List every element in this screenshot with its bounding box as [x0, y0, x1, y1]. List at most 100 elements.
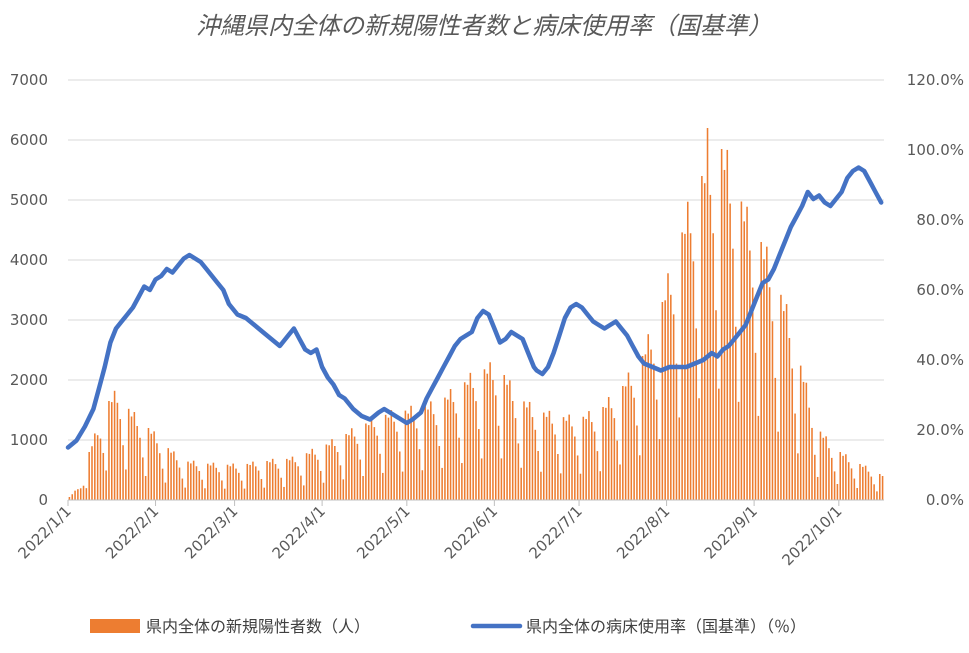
- bar: [463, 382, 466, 500]
- bar-series: [68, 128, 884, 501]
- bar: [774, 377, 777, 500]
- bar: [695, 328, 698, 500]
- bar: [319, 470, 322, 500]
- bar: [528, 401, 531, 500]
- bar: [825, 436, 827, 500]
- bar: [382, 472, 384, 500]
- bar: [311, 448, 314, 500]
- y-right-tick-label: 60.0%: [916, 281, 964, 299]
- bar: [232, 463, 234, 500]
- x-tick-label: 2022/6/1: [441, 502, 501, 562]
- bar: [729, 203, 731, 501]
- bar: [198, 470, 201, 500]
- bar: [413, 417, 415, 500]
- bar: [170, 452, 172, 500]
- bar: [249, 464, 251, 500]
- bar: [133, 412, 136, 500]
- bar: [71, 494, 74, 500]
- bar: [723, 169, 726, 500]
- x-tick-label: 2022/10/1: [779, 502, 846, 569]
- bar: [455, 413, 458, 500]
- bar: [218, 472, 220, 500]
- bar: [266, 461, 268, 500]
- bar: [565, 420, 568, 500]
- bar: [630, 385, 633, 500]
- bar: [523, 401, 525, 500]
- bar: [130, 416, 133, 500]
- bar: [201, 479, 203, 500]
- bar: [619, 464, 621, 500]
- bar: [816, 476, 819, 500]
- bar: [226, 464, 229, 500]
- bar: [607, 397, 610, 500]
- bar: [271, 458, 274, 500]
- bar: [692, 261, 695, 500]
- bar: [720, 149, 723, 500]
- bar: [175, 460, 178, 500]
- bar: [348, 435, 350, 500]
- bar: [588, 411, 590, 500]
- bar: [503, 375, 506, 500]
- bar: [96, 435, 99, 500]
- bar: [486, 373, 489, 500]
- bar: [557, 454, 559, 500]
- bar: [574, 436, 576, 500]
- bar: [641, 356, 644, 500]
- bar: [167, 448, 170, 500]
- bar: [545, 416, 548, 500]
- bar: [435, 425, 438, 500]
- bar: [441, 467, 443, 500]
- bar: [379, 453, 381, 500]
- bar: [339, 465, 342, 500]
- bar: [362, 476, 364, 500]
- bar: [410, 405, 412, 500]
- legend-bar-label: 県内全体の新規陽性者数（人）: [146, 617, 370, 636]
- bar: [322, 482, 325, 500]
- bar: [794, 413, 796, 500]
- bar: [356, 443, 359, 500]
- bar: [703, 183, 706, 500]
- bar: [734, 326, 737, 500]
- bar: [853, 478, 856, 500]
- bar: [314, 454, 316, 500]
- bar: [554, 434, 556, 500]
- bar: [144, 476, 147, 500]
- bar: [819, 431, 822, 500]
- bar: [788, 338, 791, 500]
- bar: [782, 311, 785, 500]
- bar: [590, 422, 593, 500]
- x-tick-label: 2022/1/1: [14, 502, 74, 562]
- bar: [158, 453, 161, 500]
- bar: [576, 455, 579, 500]
- bar: [661, 302, 664, 500]
- bar: [655, 399, 658, 500]
- bar: [732, 248, 734, 500]
- bar: [537, 450, 539, 500]
- bar: [492, 380, 494, 500]
- bar: [432, 414, 435, 500]
- bar: [424, 406, 426, 500]
- bar: [336, 452, 339, 500]
- bar: [342, 479, 345, 500]
- bar: [108, 401, 110, 500]
- bar: [325, 444, 328, 500]
- bar: [444, 397, 446, 500]
- bar: [110, 402, 113, 500]
- bar: [195, 466, 198, 500]
- bar: [452, 402, 455, 500]
- bar: [509, 380, 511, 500]
- bar: [517, 443, 520, 500]
- bar: [777, 431, 779, 500]
- bar: [698, 398, 700, 500]
- bar: [859, 464, 861, 500]
- bar: [438, 446, 441, 500]
- bar: [204, 488, 206, 500]
- bar: [74, 490, 76, 500]
- bar: [102, 452, 105, 500]
- bar: [221, 480, 223, 500]
- bar: [139, 437, 141, 500]
- bar: [862, 466, 864, 500]
- bar: [353, 436, 356, 500]
- bar: [127, 408, 130, 500]
- bar: [627, 372, 630, 500]
